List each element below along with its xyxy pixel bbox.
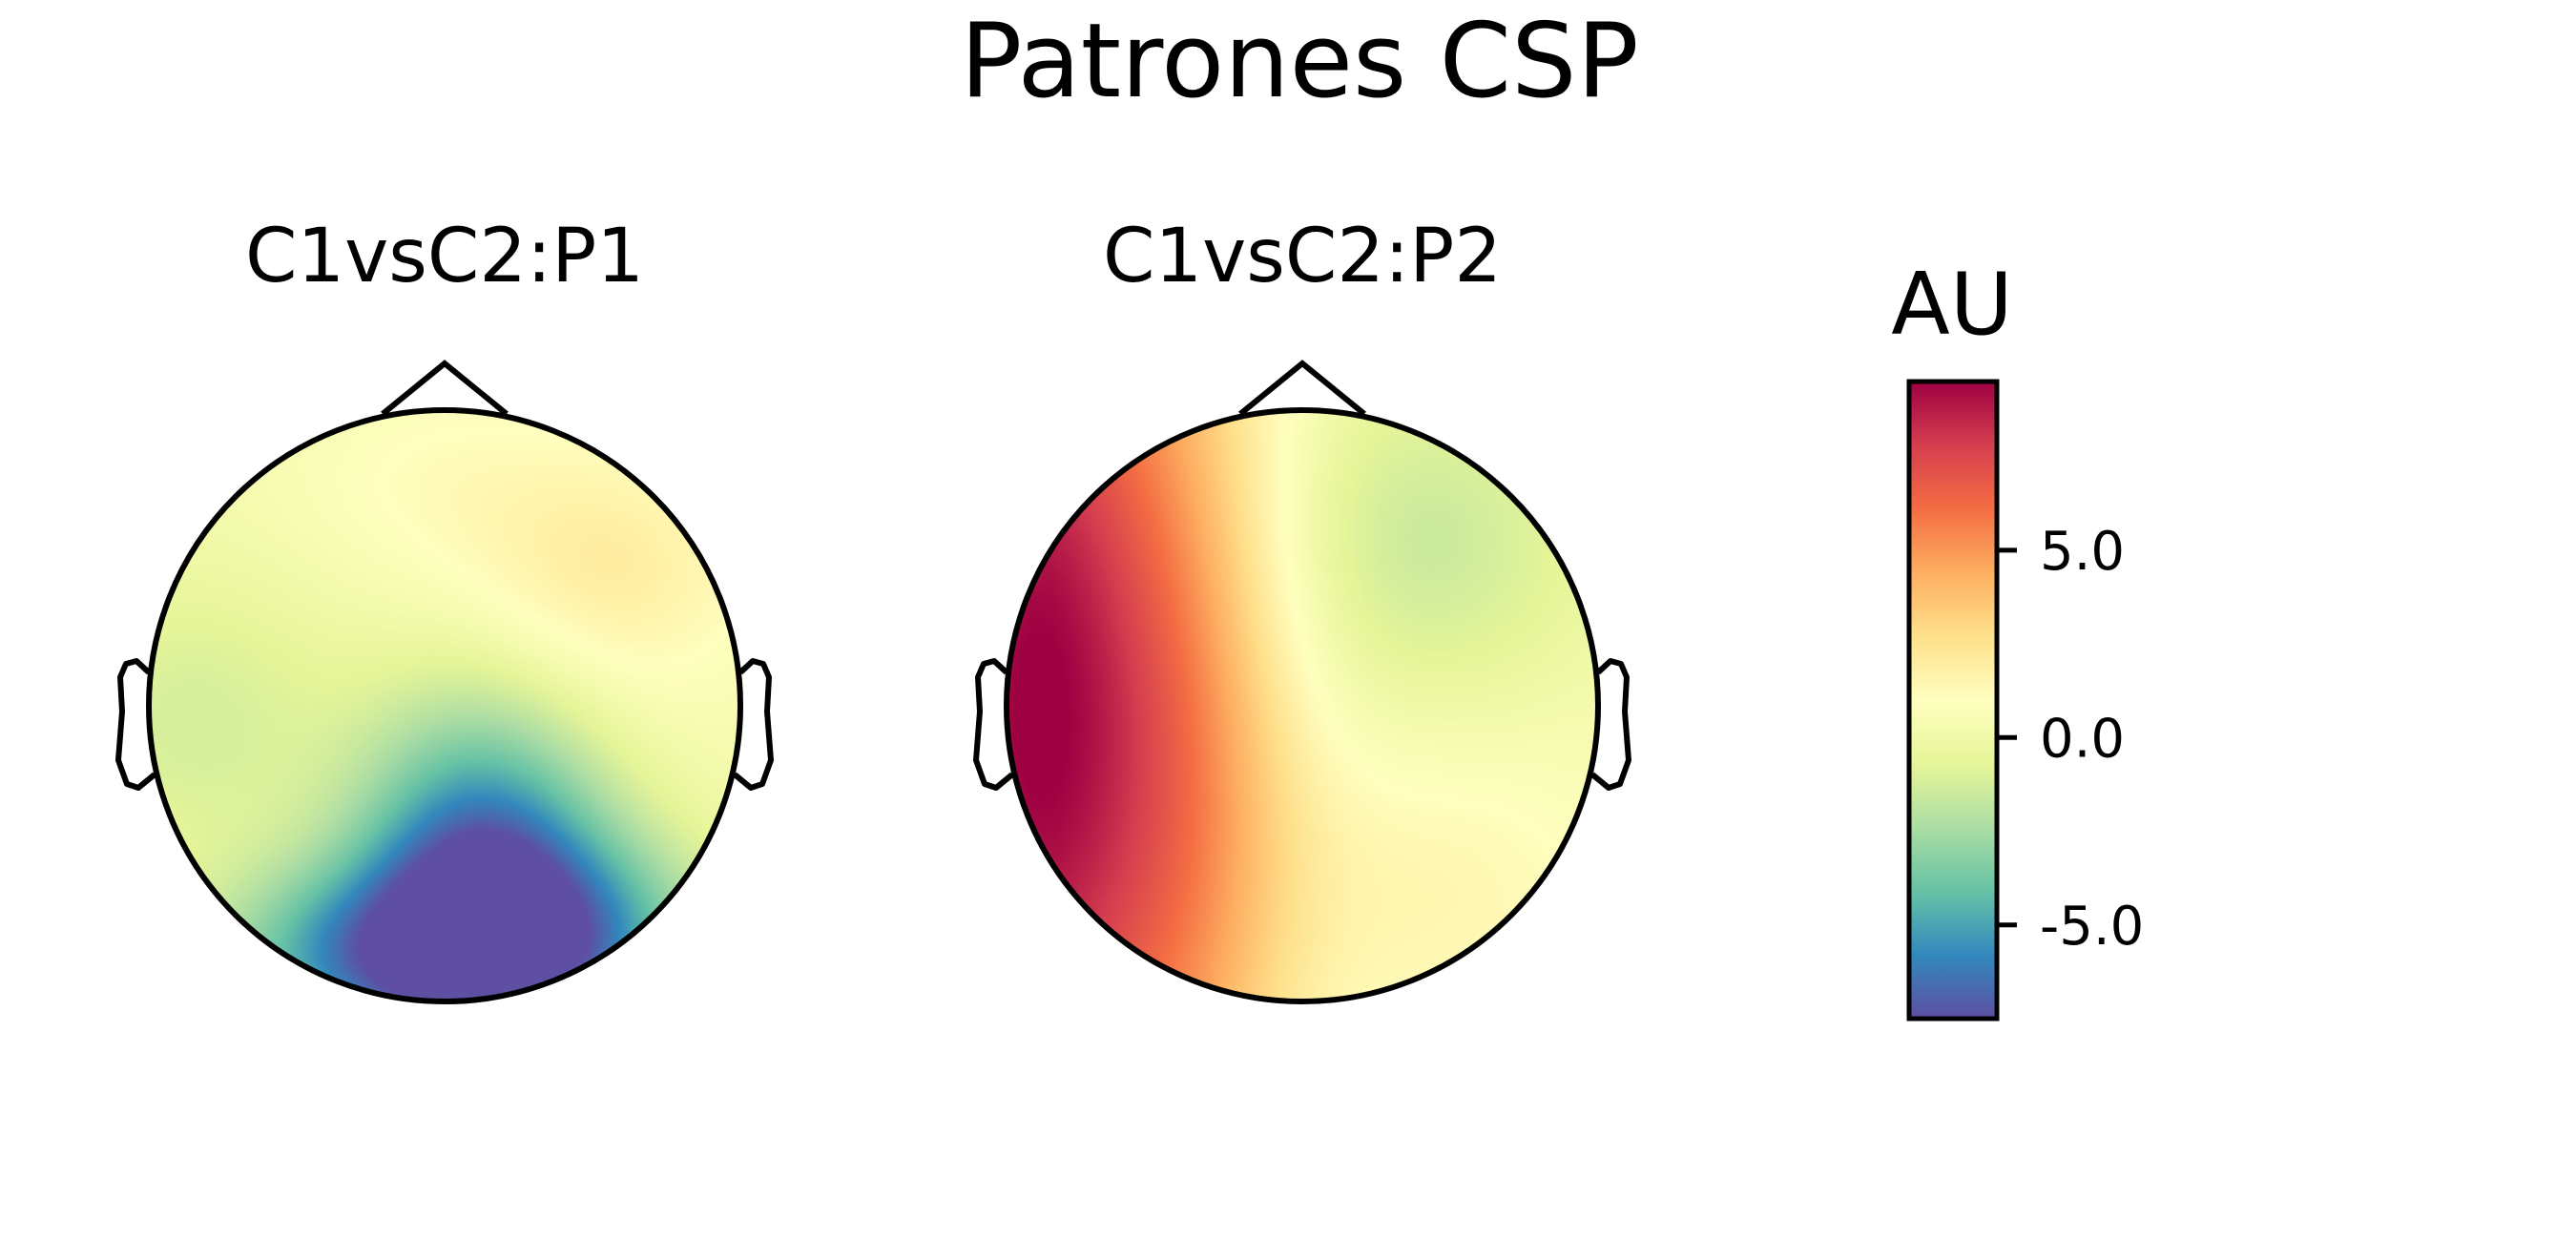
head-nose (1238, 360, 1366, 417)
colorbar-label: AU (1891, 255, 2012, 355)
colorbar-ticks: 5.0 0.0 -5.0 (1997, 521, 2144, 958)
colorbar-fill (1909, 382, 1997, 1019)
head-left-ear (115, 658, 156, 791)
head-outline (1004, 407, 1601, 1004)
colorbar-tick-label: 0.0 (2040, 708, 2125, 770)
colorbar-frame (1906, 379, 2000, 1022)
colorbar-tick-label: 5.0 (2040, 521, 2125, 583)
topomap-field-p1 (149, 410, 740, 1001)
topomap-panel-p2: C1vsC2:P2 (973, 214, 1631, 1004)
colorbar-tick-label: -5.0 (2040, 896, 2144, 958)
head-right-ear (1590, 658, 1631, 791)
head-right-ear (733, 658, 774, 791)
head-outline (146, 407, 743, 1004)
panel-title-p2: C1vsC2:P2 (1103, 214, 1502, 299)
colorbar: AU 5.0 0.0 -5.0 (1891, 255, 2144, 1022)
head-nose (381, 360, 509, 417)
head-left-ear (973, 658, 1014, 791)
panel-title-p1: C1vsC2:P1 (245, 214, 644, 299)
topomap-field-p2 (1007, 410, 1598, 1001)
figure-title: Patrones CSP (960, 2, 1639, 121)
topomap-panel-p1: C1vsC2:P1 (115, 214, 774, 1004)
